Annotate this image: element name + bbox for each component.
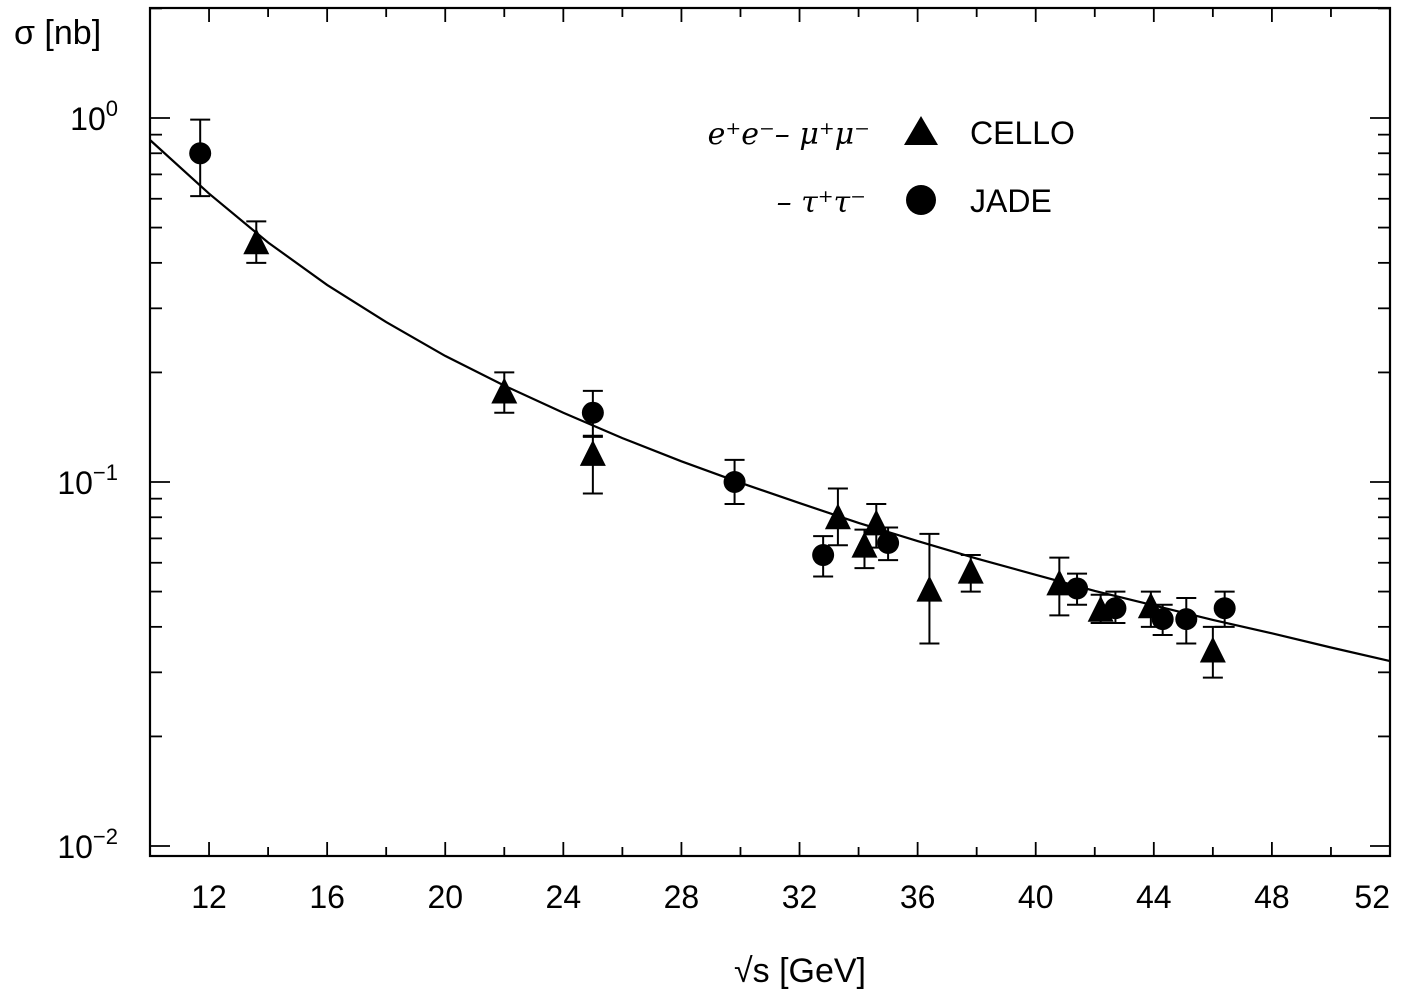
circle-marker — [877, 531, 900, 554]
jade-point — [1213, 590, 1236, 628]
triangle-marker — [824, 503, 851, 530]
y-tick-label: 10−2 — [57, 824, 118, 865]
circle-marker — [723, 471, 746, 493]
triangle-marker — [916, 575, 943, 602]
circle-marker — [1175, 608, 1198, 631]
legend-label-jade: JADE — [970, 183, 1052, 219]
jade-point — [1066, 572, 1089, 606]
axis-ticks — [149, 7, 1391, 856]
x-tick-label: 44 — [1136, 879, 1172, 915]
jade-point — [877, 526, 900, 562]
cello-point — [579, 435, 606, 495]
cello-point — [491, 371, 518, 414]
circle-marker — [1213, 597, 1236, 620]
circle-marker — [189, 142, 212, 165]
x-tick-label: 20 — [427, 879, 463, 915]
legend-process-mumu: e⁺e⁻– μ⁺μ⁻ — [708, 117, 870, 152]
legend-circle-icon — [906, 185, 936, 215]
x-tick-label: 40 — [1018, 879, 1054, 915]
circle-marker — [1104, 597, 1127, 620]
cello-point — [916, 532, 943, 645]
fit-curve — [149, 139, 1391, 663]
x-tick-label: 24 — [546, 879, 582, 915]
jade-point — [581, 389, 604, 437]
x-tick-label: 36 — [900, 879, 936, 915]
x-tick-label: 12 — [191, 879, 227, 915]
legend: e⁺e⁻– μ⁺μ⁻ – τ⁺τ⁻ CELLO JADE — [708, 115, 1075, 220]
legend-triangle-icon — [904, 116, 938, 145]
triangle-marker — [957, 557, 984, 584]
y-tick-label: 10−1 — [57, 460, 118, 501]
triangle-marker — [243, 228, 270, 255]
triangle-marker — [579, 439, 606, 466]
cello-point — [863, 503, 890, 549]
cello-point — [243, 220, 270, 264]
cello-point — [957, 554, 984, 593]
cello-point — [824, 487, 851, 547]
triangle-marker — [851, 531, 878, 558]
plot-frame — [148, 6, 1392, 858]
x-tick-label: 32 — [782, 879, 818, 915]
jade-point — [1104, 590, 1127, 624]
circle-marker — [1151, 608, 1174, 631]
data-points — [189, 118, 1236, 679]
triangle-marker — [1046, 569, 1073, 596]
jade-point — [189, 118, 212, 198]
y-axis-title: σ [nb] — [14, 14, 101, 52]
jade-point — [1175, 597, 1198, 645]
triangle-marker — [863, 509, 890, 536]
x-tick-label: 16 — [309, 879, 345, 915]
axis-tick-labels: 12 16 20 24 28 32 36 40 44 48 52 100 10−1 10−2 — [57, 96, 1390, 915]
circle-marker — [812, 544, 835, 567]
x-axis-title: √s [GeV] — [734, 952, 866, 990]
circle-marker — [581, 401, 604, 424]
jade-point — [812, 535, 835, 578]
circle-marker — [1066, 577, 1089, 600]
jade-point — [1151, 603, 1174, 636]
jade-point — [723, 458, 746, 506]
legend-label-cello: CELLO — [970, 115, 1075, 151]
cello-point — [1046, 556, 1073, 617]
legend-process-tautau: – τ⁺τ⁻ — [777, 185, 866, 220]
triangle-marker — [1199, 636, 1226, 663]
triangle-marker — [491, 377, 518, 404]
y-tick-label: 100 — [70, 96, 118, 137]
x-tick-label: 48 — [1254, 879, 1290, 915]
x-tick-label: 28 — [664, 879, 700, 915]
x-tick-label: 52 — [1354, 879, 1390, 915]
cello-point — [1199, 625, 1226, 679]
